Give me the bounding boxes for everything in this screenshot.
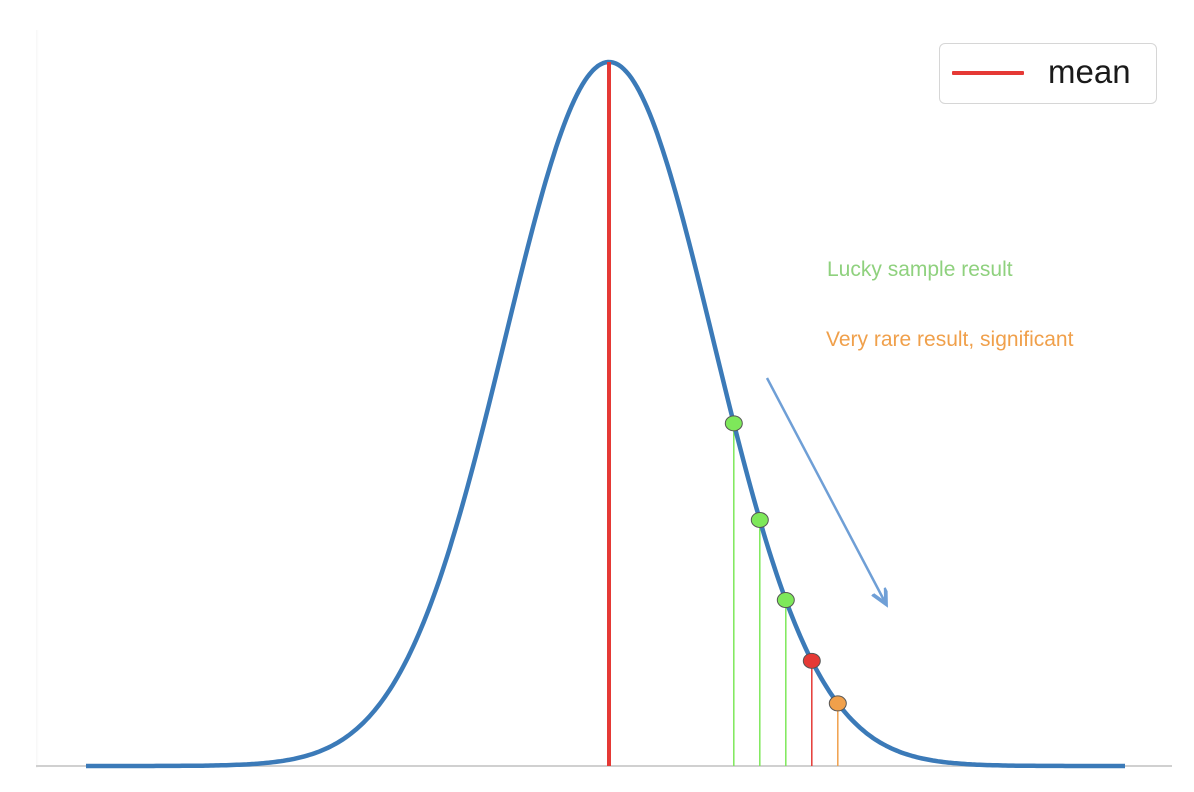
normal-curve bbox=[86, 59, 1125, 769]
sample-point-threshold bbox=[802, 652, 821, 669]
sample-point-lucky bbox=[776, 592, 795, 609]
sample-point-lucky bbox=[724, 415, 743, 432]
legend-mean-swatch bbox=[952, 71, 1024, 75]
sample-point-rare bbox=[828, 695, 847, 712]
plot-area bbox=[36, 30, 1172, 768]
trend-arrow bbox=[765, 377, 886, 604]
sample-point-lucky bbox=[750, 511, 769, 528]
legend-mean-label: mean bbox=[1048, 53, 1131, 90]
sample-points bbox=[724, 415, 847, 712]
legend: mean bbox=[939, 43, 1157, 104]
lucky-sample-annotation: Lucky sample result bbox=[827, 258, 1013, 281]
rare-result-annotation: Very rare result, significant bbox=[826, 328, 1074, 351]
drop-lines bbox=[733, 423, 839, 766]
